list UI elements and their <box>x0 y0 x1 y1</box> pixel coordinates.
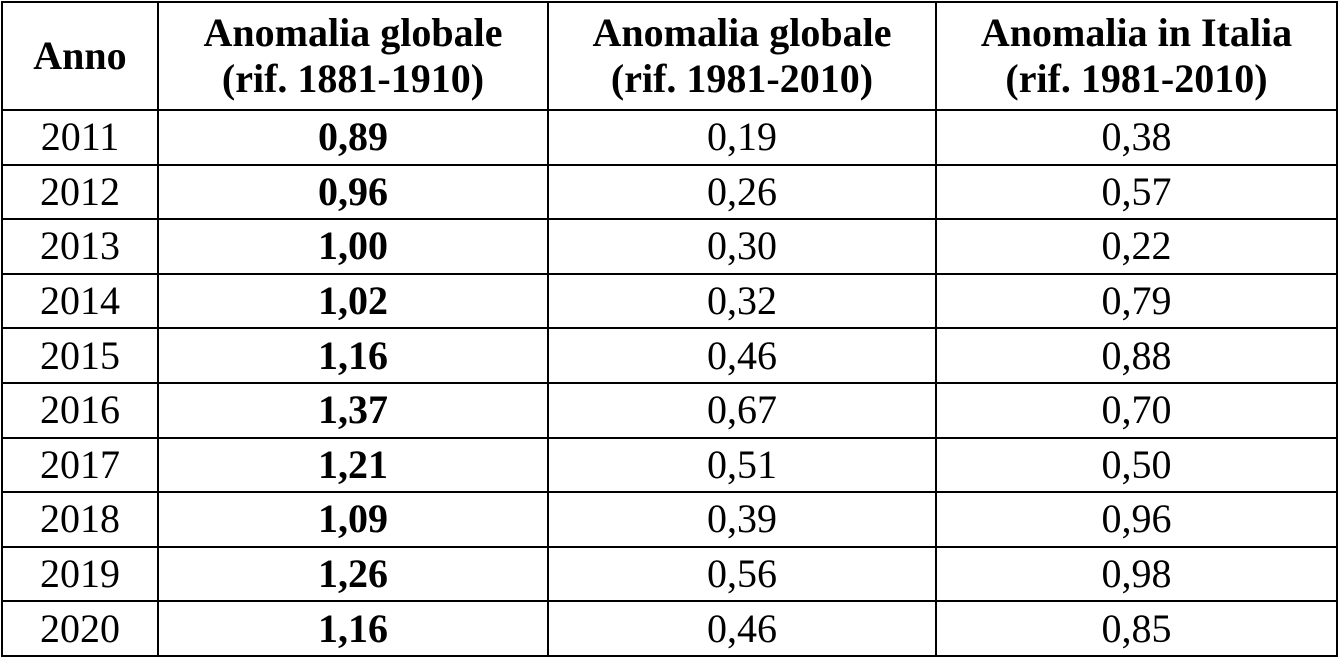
cell-global-1981-2010: 0,56 <box>547 545 937 603</box>
table-row: 2018 1,09 0,39 0,96 <box>1 491 1338 548</box>
header-global-1881-1910: Anomalia globale (rif. 1881-1910) <box>157 1 549 111</box>
cell-global-1981-2010: 0,46 <box>547 600 937 657</box>
header-line1: Anomalia in Italia <box>980 10 1293 55</box>
table-row: 2014 1,02 0,32 0,79 <box>1 272 1338 330</box>
cell-italia-1981-2010: 0,70 <box>935 381 1338 439</box>
table-body: 2011 0,89 0,19 0,38 2012 0,96 0,26 0,57 2013 1,00… <box>1 109 1338 657</box>
cell-global-1881-1910: 0,89 <box>157 109 549 166</box>
header-anno-label: Anno <box>33 33 127 78</box>
cell-italia-1981-2010: 0,79 <box>935 272 1338 330</box>
cell-anno: 2011 <box>1 109 159 166</box>
header-line1: Anomalia globale <box>592 10 892 55</box>
cell-global-1881-1910: 1,00 <box>157 218 549 275</box>
cell-italia-1981-2010: 0,57 <box>935 163 1338 221</box>
cell-global-1881-1910: 1,21 <box>157 436 549 494</box>
cell-global-1881-1910: 1,09 <box>157 491 549 548</box>
header-global-1981-2010: Anomalia globale (rif. 1981-2010) <box>547 1 937 111</box>
cell-global-1881-1910: 1,02 <box>157 272 549 330</box>
cell-global-1881-1910: 1,16 <box>157 600 549 657</box>
cell-global-1881-1910: 1,16 <box>157 327 549 384</box>
cell-global-1981-2010: 0,30 <box>547 218 937 275</box>
table-row: 2013 1,00 0,30 0,22 <box>1 218 1338 275</box>
cell-global-1981-2010: 0,19 <box>547 109 937 166</box>
cell-global-1981-2010: 0,26 <box>547 163 937 221</box>
cell-anno: 2020 <box>1 600 159 657</box>
cell-global-1981-2010: 0,67 <box>547 381 937 439</box>
header-anno: Anno <box>1 1 159 111</box>
cell-anno: 2014 <box>1 272 159 330</box>
table-row: 2020 1,16 0,46 0,85 <box>1 600 1338 657</box>
cell-global-1981-2010: 0,32 <box>547 272 937 330</box>
cell-italia-1981-2010: 0,22 <box>935 218 1338 275</box>
cell-anno: 2018 <box>1 491 159 548</box>
cell-anno: 2015 <box>1 327 159 384</box>
cell-global-1881-1910: 0,96 <box>157 163 549 221</box>
cell-global-1881-1910: 1,26 <box>157 545 549 603</box>
cell-anno: 2012 <box>1 163 159 221</box>
table-row: 2012 0,96 0,26 0,57 <box>1 163 1338 221</box>
cell-global-1981-2010: 0,46 <box>547 327 937 384</box>
table-row: 2019 1,26 0,56 0,98 <box>1 545 1338 603</box>
cell-global-1981-2010: 0,51 <box>547 436 937 494</box>
cell-anno: 2013 <box>1 218 159 275</box>
header-line1: Anomalia globale <box>203 10 503 55</box>
cell-italia-1981-2010: 0,85 <box>935 600 1338 657</box>
cell-italia-1981-2010: 0,98 <box>935 545 1338 603</box>
table-row: 2015 1,16 0,46 0,88 <box>1 327 1338 384</box>
cell-anno: 2016 <box>1 381 159 439</box>
cell-anno: 2017 <box>1 436 159 494</box>
cell-anno: 2019 <box>1 545 159 603</box>
cell-italia-1981-2010: 0,50 <box>935 436 1338 494</box>
cell-global-1981-2010: 0,39 <box>547 491 937 548</box>
cell-global-1881-1910: 1,37 <box>157 381 549 439</box>
header-line2: (rif. 1981-2010) <box>1005 56 1268 101</box>
header-italia-1981-2010: Anomalia in Italia (rif. 1981-2010) <box>935 1 1338 111</box>
cell-italia-1981-2010: 0,88 <box>935 327 1338 384</box>
header-line2: (rif. 1981-2010) <box>610 56 874 101</box>
table-row: 2011 0,89 0,19 0,38 <box>1 109 1338 166</box>
cell-italia-1981-2010: 0,96 <box>935 491 1338 548</box>
header-line2: (rif. 1881-1910) <box>221 56 485 101</box>
table-row: 2017 1,21 0,51 0,50 <box>1 436 1338 494</box>
cell-italia-1981-2010: 0,38 <box>935 109 1338 166</box>
header-row: Anno Anomalia globale (rif. 1881-1910) A… <box>1 1 1338 111</box>
table-row: 2016 1,37 0,67 0,70 <box>1 381 1338 439</box>
